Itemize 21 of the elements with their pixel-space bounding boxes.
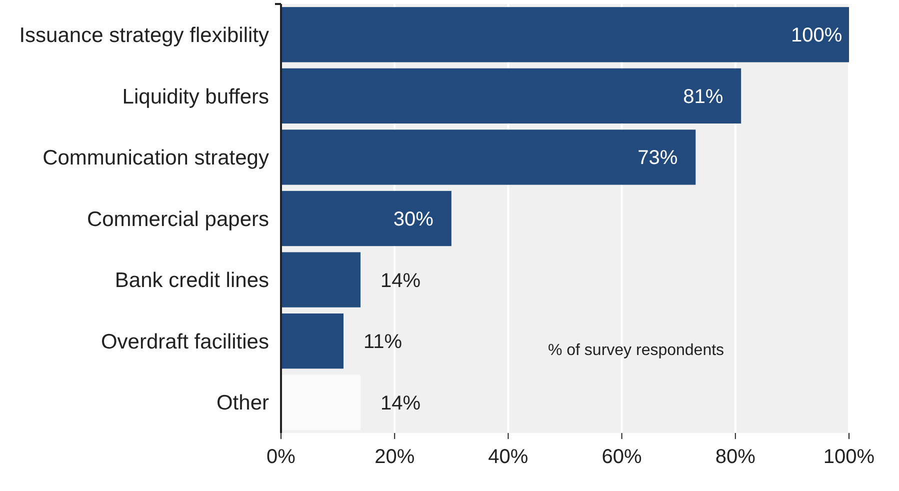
y-tick-label: Communication strategy bbox=[42, 146, 270, 170]
x-tick-label: 60% bbox=[602, 446, 642, 468]
x-tick-label: 0% bbox=[266, 446, 296, 468]
data-label: 100% bbox=[791, 24, 842, 47]
y-tick-label: Commercial papers bbox=[86, 208, 269, 231]
x-tick-label: 100% bbox=[823, 446, 875, 468]
data-label: 14% bbox=[380, 270, 421, 292]
data-label: 73% bbox=[638, 147, 678, 170]
x-tick-label: 20% bbox=[374, 446, 415, 468]
y-tick-label: Other bbox=[216, 392, 269, 415]
x-tick-label: 40% bbox=[488, 446, 528, 468]
data-label: 14% bbox=[380, 392, 421, 414]
y-tick-label: Bank credit lines bbox=[114, 269, 269, 292]
data-label: 30% bbox=[393, 208, 434, 230]
annotation: % of survey respondents bbox=[548, 342, 724, 359]
data-label: 81% bbox=[683, 86, 724, 108]
data-label: 11% bbox=[363, 331, 402, 354]
y-tick-label: Liquidity buffers bbox=[122, 85, 269, 108]
x-tick-label: 80% bbox=[715, 446, 756, 468]
y-tick-label: Issuance strategy flexibility bbox=[19, 24, 270, 47]
y-tick-label: Overdraft facilities bbox=[100, 330, 269, 354]
